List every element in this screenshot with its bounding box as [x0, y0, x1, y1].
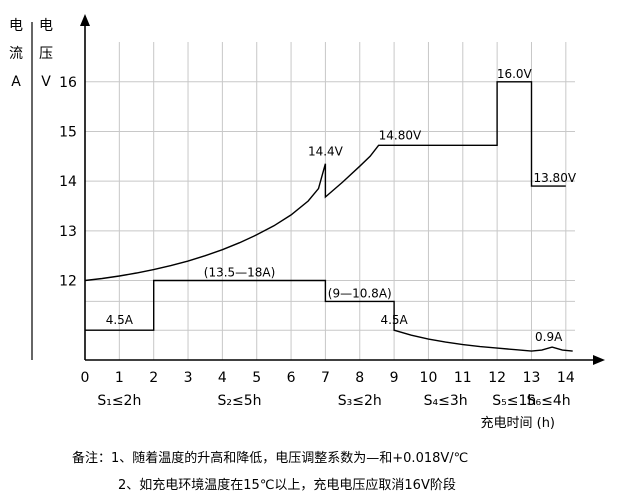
- voltage-axis-label-char: V: [41, 74, 51, 90]
- voltage-axis-label: 电 压 V: [38, 12, 54, 96]
- x-tick-label: 0: [81, 370, 90, 386]
- current-axis-label: 电 流 A: [8, 12, 24, 96]
- x-tick-label: 10: [420, 370, 438, 386]
- stage-label: S₃≤2h: [338, 393, 382, 409]
- x-tick-label: 5: [252, 370, 261, 386]
- data-label: 4.5A: [106, 313, 134, 327]
- stage-label: S₄≤3h: [424, 393, 468, 409]
- data-label: (9—10.8A): [328, 286, 392, 300]
- x-axis-title: 充电时间 (h): [480, 415, 555, 430]
- x-tick-label: 11: [454, 370, 472, 386]
- current-axis-label-char: A: [11, 74, 21, 90]
- voltage-line: [84, 81, 566, 282]
- voltage-axis-label-char: 压: [39, 46, 53, 62]
- x-tick-label: 9: [390, 370, 399, 386]
- current-line: [85, 279, 573, 352]
- x-tick-label: 1: [115, 370, 124, 386]
- x-tick-label: 4: [218, 370, 227, 386]
- data-label: 14.4V: [308, 145, 344, 159]
- data-label: (13.5—18A): [204, 266, 276, 280]
- x-tick-label: 2: [149, 370, 158, 386]
- y-tick-label: 16: [59, 75, 77, 91]
- x-tick-label: 13: [523, 370, 541, 386]
- current-axis-label-char: 电: [9, 18, 23, 34]
- y-tick-label: 15: [59, 124, 77, 140]
- data-label: 13.80V: [533, 171, 576, 185]
- data-label: 16.0V: [497, 67, 533, 81]
- stage-label: S₆≤4h: [527, 393, 571, 409]
- x-tick-label: 3: [184, 370, 193, 386]
- x-tick-label: 14: [557, 370, 575, 386]
- x-tick-label: 8: [355, 370, 364, 386]
- y-tick-label: 12: [59, 274, 77, 290]
- data-label: 0.9A: [535, 330, 563, 344]
- y-axis-arrow: [80, 14, 90, 26]
- data-label: 4.5A: [380, 313, 408, 327]
- current-axis-label-char: 流: [9, 46, 23, 62]
- y-tick-label: 14: [59, 174, 77, 190]
- voltage-axis-label-char: 电: [39, 18, 53, 34]
- x-tick-label: 6: [287, 370, 296, 386]
- note-line-2: 2、如充电环境温度在15℃以上，充电电压应取消16V阶段: [118, 478, 456, 493]
- x-tick-label: 12: [488, 370, 506, 386]
- stage-label: S₂≤5h: [218, 393, 262, 409]
- y-tick-label: 13: [59, 224, 77, 240]
- x-tick-label: 7: [321, 370, 330, 386]
- note-line-1: 备注：1、随着温度的升高和降低，电压调整系数为—和+0.018V/℃: [72, 451, 469, 466]
- charging-chart: 0 1 2 3 4 5 6 7 8 9 10 11 12 13 14121314151614.4V14.80…: [31, 14, 605, 430]
- stage-label: S₅≤1h: [492, 393, 536, 409]
- stage-label: S₁≤2h: [97, 393, 141, 409]
- x-axis-arrow: [593, 355, 605, 365]
- data-label: 14.80V: [379, 128, 422, 142]
